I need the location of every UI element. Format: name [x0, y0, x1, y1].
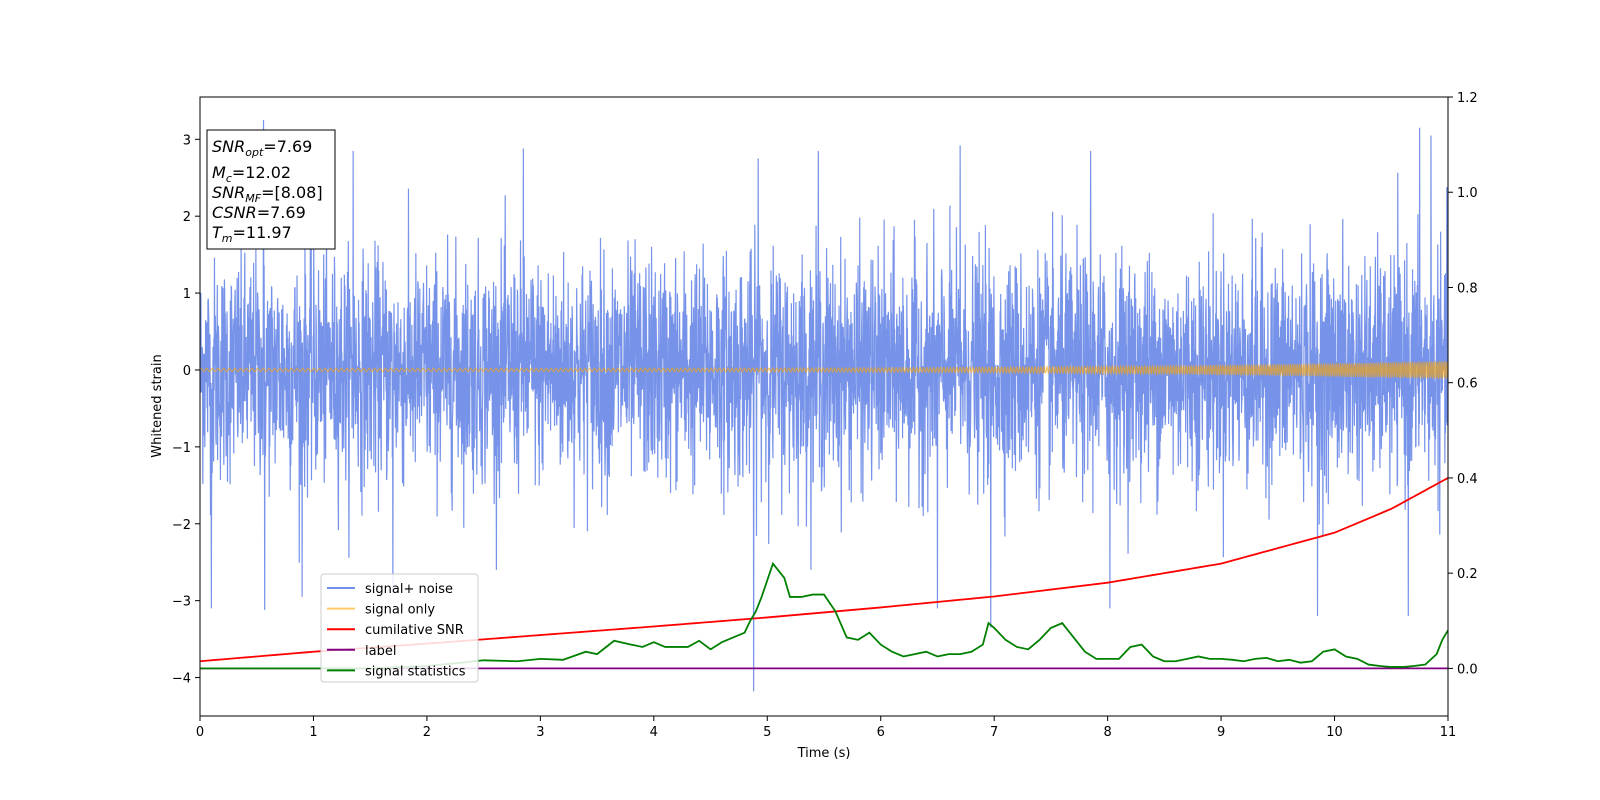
- x-axis-ticks: 0 1 2 3 4 5 6 7 8 9 10 11: [196, 716, 1456, 740]
- x-tick-label: 2: [423, 725, 431, 740]
- series-signal-statistics-line: [200, 561, 1448, 670]
- y2-tick-label: 0.2: [1457, 567, 1478, 582]
- legend-label: cumilative SNR: [365, 623, 464, 638]
- y2-tick-label: 1.2: [1457, 91, 1478, 106]
- info-mc: Mc=12.02: [212, 163, 291, 185]
- y-tick-label: 1: [183, 287, 191, 302]
- y-tick-label: 2: [183, 210, 191, 225]
- x-tick-label: 1: [309, 725, 317, 740]
- info-box: SNRopt=7.69 Mc=12.02 SNRMF=[8.08] CSNR=7…: [206, 129, 336, 250]
- legend-label: label: [365, 644, 396, 659]
- y-tick-label: −4: [172, 672, 191, 687]
- x-axis-title: Time (s): [797, 746, 851, 761]
- series-signal-only-line: [200, 360, 1448, 380]
- info-snr-opt: SNRopt=7.69: [212, 137, 312, 159]
- y-tick-label: −1: [172, 441, 191, 456]
- legend-label: signal statistics: [365, 664, 466, 679]
- x-tick-label: 3: [536, 725, 544, 740]
- x-tick-label: 9: [1217, 725, 1225, 740]
- x-tick-label: 11: [1440, 725, 1457, 740]
- y2-axis-ticks: 0.0 0.2 0.4 0.6 0.8 1.0 1.2: [1448, 91, 1478, 677]
- y-tick-label: −3: [172, 595, 191, 610]
- series-signal-noise-line: [200, 120, 1448, 692]
- y2-tick-label: 0.6: [1457, 377, 1478, 392]
- info-tm: Tm=11.97: [212, 223, 292, 245]
- x-tick-label: 10: [1326, 725, 1343, 740]
- legend-label: signal only: [365, 603, 435, 618]
- y2-tick-label: 0.4: [1457, 472, 1478, 487]
- y-axis-title: Whitened strain: [150, 354, 165, 457]
- x-tick-label: 0: [196, 725, 204, 740]
- x-tick-label: 6: [877, 725, 885, 740]
- info-snr-mf: SNRMF=[8.08]: [212, 183, 323, 205]
- y2-tick-label: 0.0: [1457, 662, 1478, 677]
- y-axis-ticks: −4 −3 −2 −1 0 1 2 3: [172, 133, 200, 687]
- x-tick-label: 5: [763, 725, 771, 740]
- y-tick-label: 0: [183, 364, 191, 379]
- x-tick-label: 7: [990, 725, 998, 740]
- info-box-frame: [206, 129, 336, 250]
- y2-tick-label: 0.8: [1457, 281, 1478, 296]
- legend: signal+ noise signal only cumilative SNR la…: [320, 573, 479, 683]
- x-tick-label: 8: [1103, 725, 1111, 740]
- y-tick-label: 3: [183, 133, 191, 148]
- y-tick-label: −2: [172, 518, 191, 533]
- y2-tick-label: 1.0: [1457, 186, 1478, 201]
- x-tick-label: 4: [650, 725, 658, 740]
- legend-label: signal+ noise: [365, 582, 453, 597]
- legend-frame: [320, 573, 479, 683]
- plot-frame: [199, 96, 1449, 717]
- info-csnr: CSNR=7.69: [212, 203, 306, 222]
